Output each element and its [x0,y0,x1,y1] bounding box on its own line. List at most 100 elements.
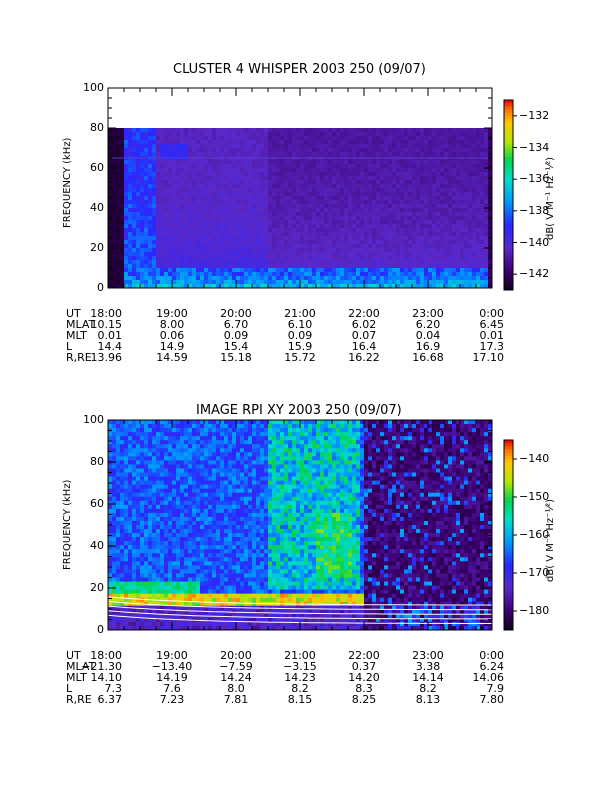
panel1-cell [296,148,301,153]
panel2-cell [168,476,173,481]
panel1-cell [116,276,121,281]
panel1-cell [296,228,301,233]
panel1-cell [240,204,245,209]
panel1-cell [412,276,417,281]
panel1-cell [272,128,277,133]
panel1-cell [152,228,157,233]
panel1-cell [120,284,125,289]
panel2-eph-value: 7.81 [223,693,249,706]
panel1-cell [148,192,153,197]
panel1-cell [204,180,209,185]
panel1-cell [232,276,237,281]
panel1-cell [468,272,473,277]
panel1-cell [296,240,301,245]
panel1-cell [228,164,233,169]
panel1-cell [200,144,205,149]
panel1-cell [408,280,413,285]
panel1-cell [432,136,437,141]
panel1-cell [408,216,413,221]
panel1-cell [336,224,341,229]
panel1-cell [256,240,261,245]
panel1-cell [312,252,317,257]
panel2-cell [128,424,133,429]
panel1-cell [424,160,429,165]
panel1-cell [264,152,269,157]
panel1-cell [332,148,337,153]
panel1-cell [472,260,477,265]
panel1-cell [244,180,249,185]
panel1-cell [296,180,301,185]
panel1-cell [476,240,481,245]
panel1-cell [308,204,313,209]
panel1-cell [332,172,337,177]
panel1-cell [356,204,361,209]
panel1-cell [136,148,141,153]
panel1-cell [176,224,181,229]
panel1-cell [308,212,313,217]
panel1-cell [300,164,305,169]
panel1-cell [452,208,457,213]
panel1-cell [416,256,421,261]
panel1-cell [336,168,341,173]
panel1-cell [128,224,133,229]
panel1-cell [320,200,325,205]
panel1-cell [132,240,137,245]
panel2-cell [176,581,181,586]
panel1-cell [292,264,297,269]
panel2-cell [120,585,125,591]
panel1-cell [352,140,357,145]
panel1-cell [468,248,473,253]
panel1-cell [188,252,193,257]
panel1-cell [400,192,405,197]
panel1-cell [288,148,293,153]
panel2-cell [128,549,133,554]
panel1-cell [124,272,129,277]
panel1-cell [308,252,313,257]
panel2-cell [160,520,165,526]
panel1-cell [320,184,325,189]
panel1-cell [176,216,181,221]
panel1-cell [180,228,185,233]
panel1-cell [164,152,169,157]
panel1-cell [360,184,365,189]
panel1-cell [432,220,437,225]
panel1-cell [408,228,413,233]
panel2-cell [152,448,157,453]
panel1-cell [300,216,305,221]
panel1-cell [296,144,301,149]
panel1-cell [396,264,401,269]
panel1-cell [348,228,353,233]
panel1-cell [196,196,201,201]
panel1-cell [228,200,233,205]
panel1-cell [188,248,193,253]
panel1-cell [476,212,481,217]
panel1-cell [452,248,457,253]
panel1-cell [280,172,285,177]
panel1-cell [204,244,209,249]
panel2-cell [124,529,129,534]
panel2-cell [144,488,149,494]
panel1-cell [144,136,149,141]
panel1-cell [324,276,329,281]
panel2-cell [136,557,141,562]
panel1-cell [416,200,421,205]
panel2-cell [148,557,153,562]
panel2-cell [120,545,125,550]
panel1-cell [316,276,321,281]
panel1-cell [300,176,305,181]
panel1-cell [304,176,309,181]
panel1-cell [388,260,393,265]
panel1-cell [256,140,261,145]
panel1-cell [356,180,361,185]
panel1-cell [428,180,433,185]
panel1-cell [136,244,141,249]
panel2-cell [132,428,137,433]
panel2-cell [180,488,185,494]
panel1-cell [464,284,469,289]
panel1-cell [272,244,277,249]
panel1-cell [156,272,161,277]
panel1-cell [156,164,161,169]
panel2-cell [112,577,117,582]
panel2-cell [128,561,133,566]
panel2-cell [176,448,181,453]
